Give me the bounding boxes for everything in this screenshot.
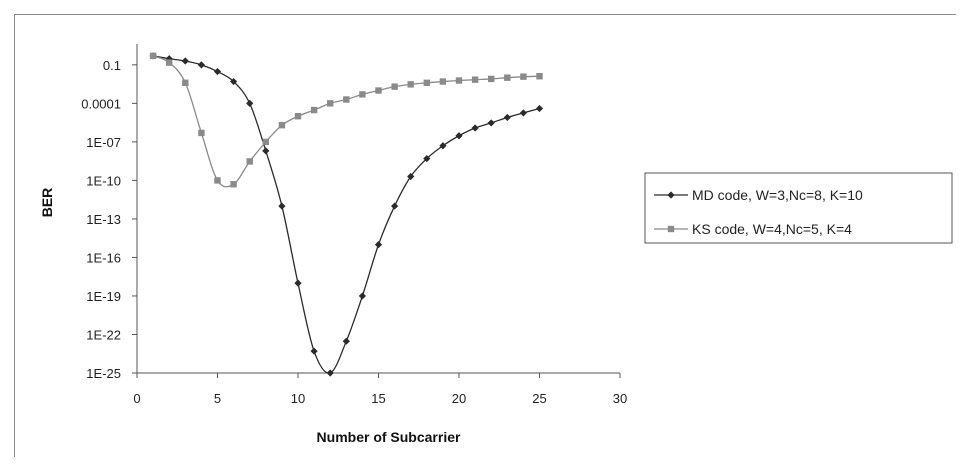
series-point-0 [262, 147, 270, 155]
chart-frame [14, 14, 956, 457]
series-point-1 [294, 113, 302, 120]
series-point-0 [278, 202, 286, 210]
series-point-0 [391, 202, 399, 210]
series-point-1 [262, 138, 269, 146]
series-point-0 [423, 154, 431, 163]
y-tick-label: 1E-07 [86, 135, 121, 150]
series-point-1 [536, 73, 543, 80]
y-tick-label: 0.1 [103, 58, 121, 73]
x-ticks: 0 5 10 15 20 25 30 [133, 373, 627, 406]
legend-label-ks: KS code, W=4,Nc=5, K=4 [692, 221, 852, 237]
legend-box [644, 172, 953, 244]
series-point-0 [407, 172, 415, 181]
x-tick-label: 5 [214, 391, 221, 406]
series-point-0 [487, 119, 495, 127]
series-point-1 [439, 78, 447, 85]
series-point-0 [358, 292, 366, 300]
series-line-0 [152, 55, 540, 374]
series-point-0 [294, 279, 302, 287]
series-point-0 [503, 113, 511, 122]
series-point-0 [374, 241, 383, 249]
series-point-1 [391, 83, 398, 90]
series-point-1 [375, 87, 382, 94]
x-tick-label: 20 [452, 391, 466, 406]
x-axis-title: Number of Subcarrier [317, 429, 461, 445]
legend-entry-md: MD code, W=3,Nc=8, K=10 [654, 187, 863, 203]
series-point-1 [310, 106, 318, 114]
series-point-0 [213, 67, 222, 76]
series-point-0 [246, 99, 254, 107]
series-point-1 [278, 121, 286, 129]
series-point-1 [520, 73, 527, 80]
series-point-0 [535, 104, 544, 113]
legend-marker-md [667, 191, 675, 199]
series-point-0 [519, 109, 527, 117]
series-point-1 [214, 177, 221, 184]
y-tick-label: 0.0001 [81, 96, 121, 111]
series-point-0 [455, 132, 463, 140]
series-point-1 [504, 74, 511, 81]
series-point-0 [230, 77, 238, 86]
series-point-1 [182, 79, 189, 86]
x-tick-label: 15 [371, 391, 385, 406]
series-point-1 [327, 100, 334, 107]
series-point-1 [471, 76, 479, 83]
y-tick-label: 1E-16 [86, 250, 121, 265]
y-tick-label: 1E-25 [86, 366, 121, 381]
series-point-1 [166, 59, 173, 66]
series-point-1 [246, 158, 253, 165]
legend: MD code, W=3,Nc=8, K=10 KS code, W=4,Nc=… [644, 172, 953, 244]
series-point-1 [423, 79, 430, 86]
series-point-1 [149, 52, 157, 60]
series-group [149, 52, 544, 377]
series-point-1 [488, 75, 495, 83]
series-point-0 [310, 347, 318, 355]
x-tick-label: 25 [532, 391, 546, 406]
series-point-0 [471, 124, 479, 132]
legend-marker-ks [667, 225, 675, 233]
series-point-0 [197, 61, 205, 69]
x-tick-label: 0 [133, 391, 140, 406]
y-tick-label: 1E-10 [86, 173, 121, 188]
series-line-1 [152, 55, 540, 188]
y-tick-label: 1E-22 [86, 327, 121, 342]
y-axis-title: BER [39, 188, 55, 218]
y-tick-label: 1E-13 [86, 212, 121, 227]
y-tick-label: 1E-19 [86, 289, 121, 304]
series-point-0 [342, 337, 350, 345]
series-point-0 [326, 369, 334, 377]
series-point-1 [230, 181, 237, 188]
x-tick-label: 10 [291, 391, 305, 406]
legend-entry-ks: KS code, W=4,Nc=5, K=4 [654, 221, 852, 237]
x-tick-label: 30 [613, 391, 627, 406]
series-point-1 [359, 91, 366, 98]
series-point-1 [198, 129, 205, 137]
series-point-1 [343, 96, 350, 103]
series-point-0 [181, 57, 189, 65]
series-point-1 [455, 77, 463, 84]
legend-label-md: MD code, W=3,Nc=8, K=10 [692, 187, 863, 203]
series-point-1 [407, 81, 414, 88]
series-point-0 [439, 142, 447, 150]
y-ticks: 0.1 0.0001 1E-07 1E-10 1E-13 1E-16 1E-19 1E-22 1… [81, 58, 137, 381]
